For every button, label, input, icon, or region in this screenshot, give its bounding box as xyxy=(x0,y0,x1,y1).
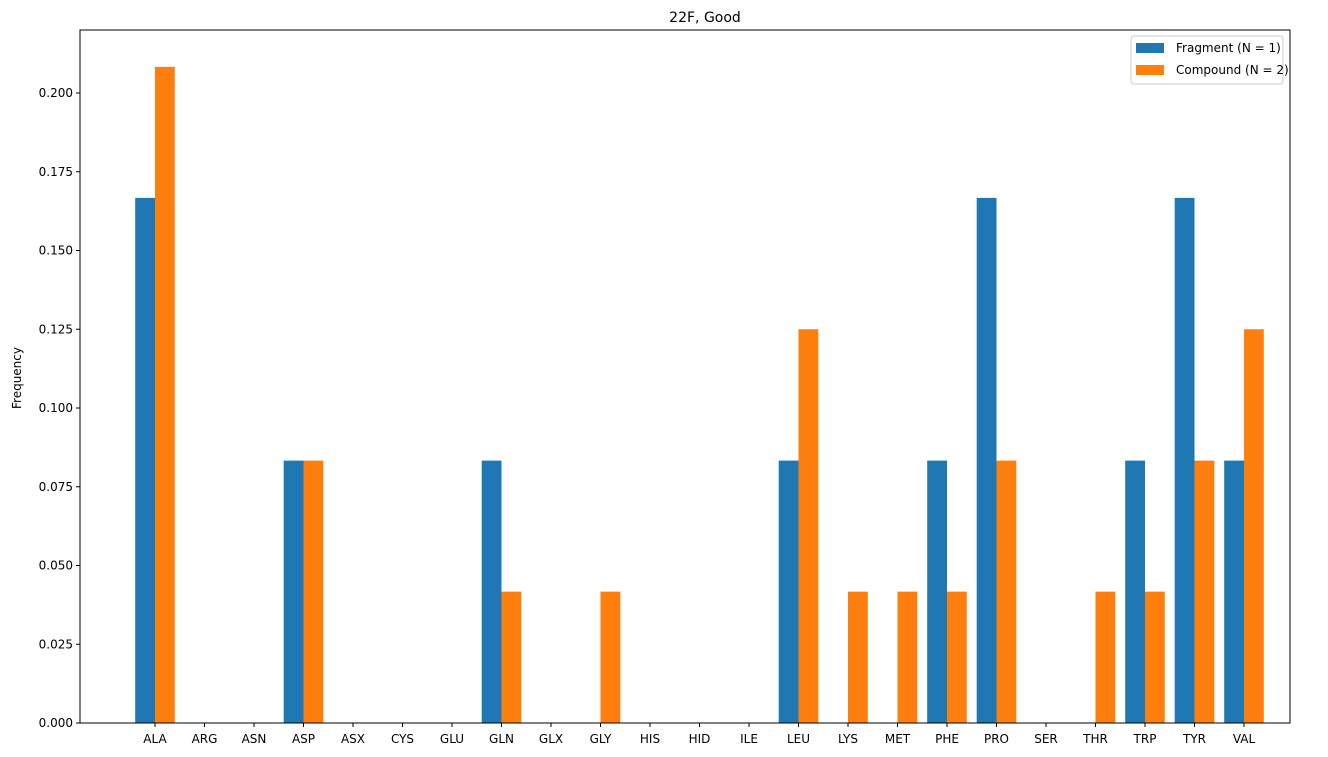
fragment-bar-gln xyxy=(481,460,502,723)
compound-bar-pro xyxy=(996,460,1017,723)
y-tick-label: 0.000 xyxy=(39,716,73,730)
y-tick-label: 0.175 xyxy=(39,165,73,179)
x-tick-label: GLY xyxy=(590,732,612,746)
fragment-bar-asp xyxy=(283,460,304,723)
y-ticks-group: 0.000 0.025 0.050 0.075 0.100 0.125 0.150 0.175… xyxy=(39,86,80,730)
y-tick-label: 0.200 xyxy=(39,86,73,100)
y-tick-label: 0.150 xyxy=(39,244,73,258)
fragment-bar-val xyxy=(1224,460,1244,723)
bars-group xyxy=(135,66,1264,724)
compound-bar-tyr xyxy=(1194,460,1215,723)
legend-label: Fragment (N = 1) xyxy=(1176,41,1281,55)
x-ticks-group: ALA ARG ASN ASP ASX CYS GLU GLN GLX GLY HIS HID ILE L… xyxy=(143,723,1255,746)
compound-bar-trp xyxy=(1145,591,1165,723)
fragment-bar-ala xyxy=(135,197,155,723)
fragment-bar-pro xyxy=(976,197,997,723)
x-tick-label: VAL xyxy=(1233,732,1256,746)
x-tick-label: LEU xyxy=(787,732,810,746)
x-tick-label: HID xyxy=(689,732,711,746)
x-tick-label: ALA xyxy=(143,732,167,746)
plot-frame xyxy=(79,29,1291,724)
y-tick-label: 0.100 xyxy=(39,401,73,415)
legend: Fragment (N = 1) Compound (N = 2) xyxy=(1130,35,1289,85)
legend-swatch xyxy=(1136,65,1164,75)
x-tick-label: MET xyxy=(885,732,911,746)
y-tick-label: 0.075 xyxy=(39,480,73,494)
x-tick-label: LYS xyxy=(838,732,858,746)
compound-bar-asp xyxy=(303,460,324,723)
fragment-bar-phe xyxy=(927,460,947,723)
compound-bar-phe xyxy=(947,591,967,723)
legend-label: Compound (N = 2) xyxy=(1176,63,1289,77)
compound-bar-thr xyxy=(1095,591,1116,723)
compound-bar-leu xyxy=(798,329,819,723)
compound-bar-val xyxy=(1244,329,1264,723)
x-tick-label: TYR xyxy=(1182,732,1206,746)
compound-bar-gln xyxy=(501,591,522,723)
y-tick-label: 0.025 xyxy=(39,637,73,651)
x-tick-label: ASP xyxy=(292,732,315,746)
x-tick-label: ASX xyxy=(341,732,365,746)
x-tick-label: GLU xyxy=(440,732,464,746)
compound-bar-met xyxy=(897,591,918,723)
x-tick-label: TRP xyxy=(1133,732,1157,746)
y-tick-label: 0.050 xyxy=(39,559,73,573)
compound-bar-gly xyxy=(600,591,621,723)
x-tick-label: PHE xyxy=(935,732,959,746)
legend-swatch xyxy=(1136,43,1164,53)
x-tick-label: PRO xyxy=(984,732,1009,746)
fragment-bar-tyr xyxy=(1174,197,1195,723)
x-tick-label: GLX xyxy=(539,732,563,746)
legend-frame xyxy=(1130,35,1284,85)
x-tick-label: ILE xyxy=(740,732,758,746)
y-axis-label: Frequency xyxy=(10,347,24,409)
x-tick-label: CYS xyxy=(391,732,414,746)
y-tick-label: 0.125 xyxy=(39,322,73,336)
fragment-bar-leu xyxy=(778,460,799,723)
x-tick-label: SER xyxy=(1034,732,1058,746)
chart-title: 22F, Good xyxy=(669,10,741,26)
x-tick-label: GLN xyxy=(489,732,514,746)
compound-bar-lys xyxy=(848,591,868,723)
x-tick-label: HIS xyxy=(640,732,660,746)
x-tick-label: ASN xyxy=(242,732,267,746)
x-tick-label: ARG xyxy=(192,732,218,746)
x-tick-label: THR xyxy=(1082,732,1108,746)
compound-bar-ala xyxy=(155,66,175,724)
fragment-bar-trp xyxy=(1125,460,1145,723)
